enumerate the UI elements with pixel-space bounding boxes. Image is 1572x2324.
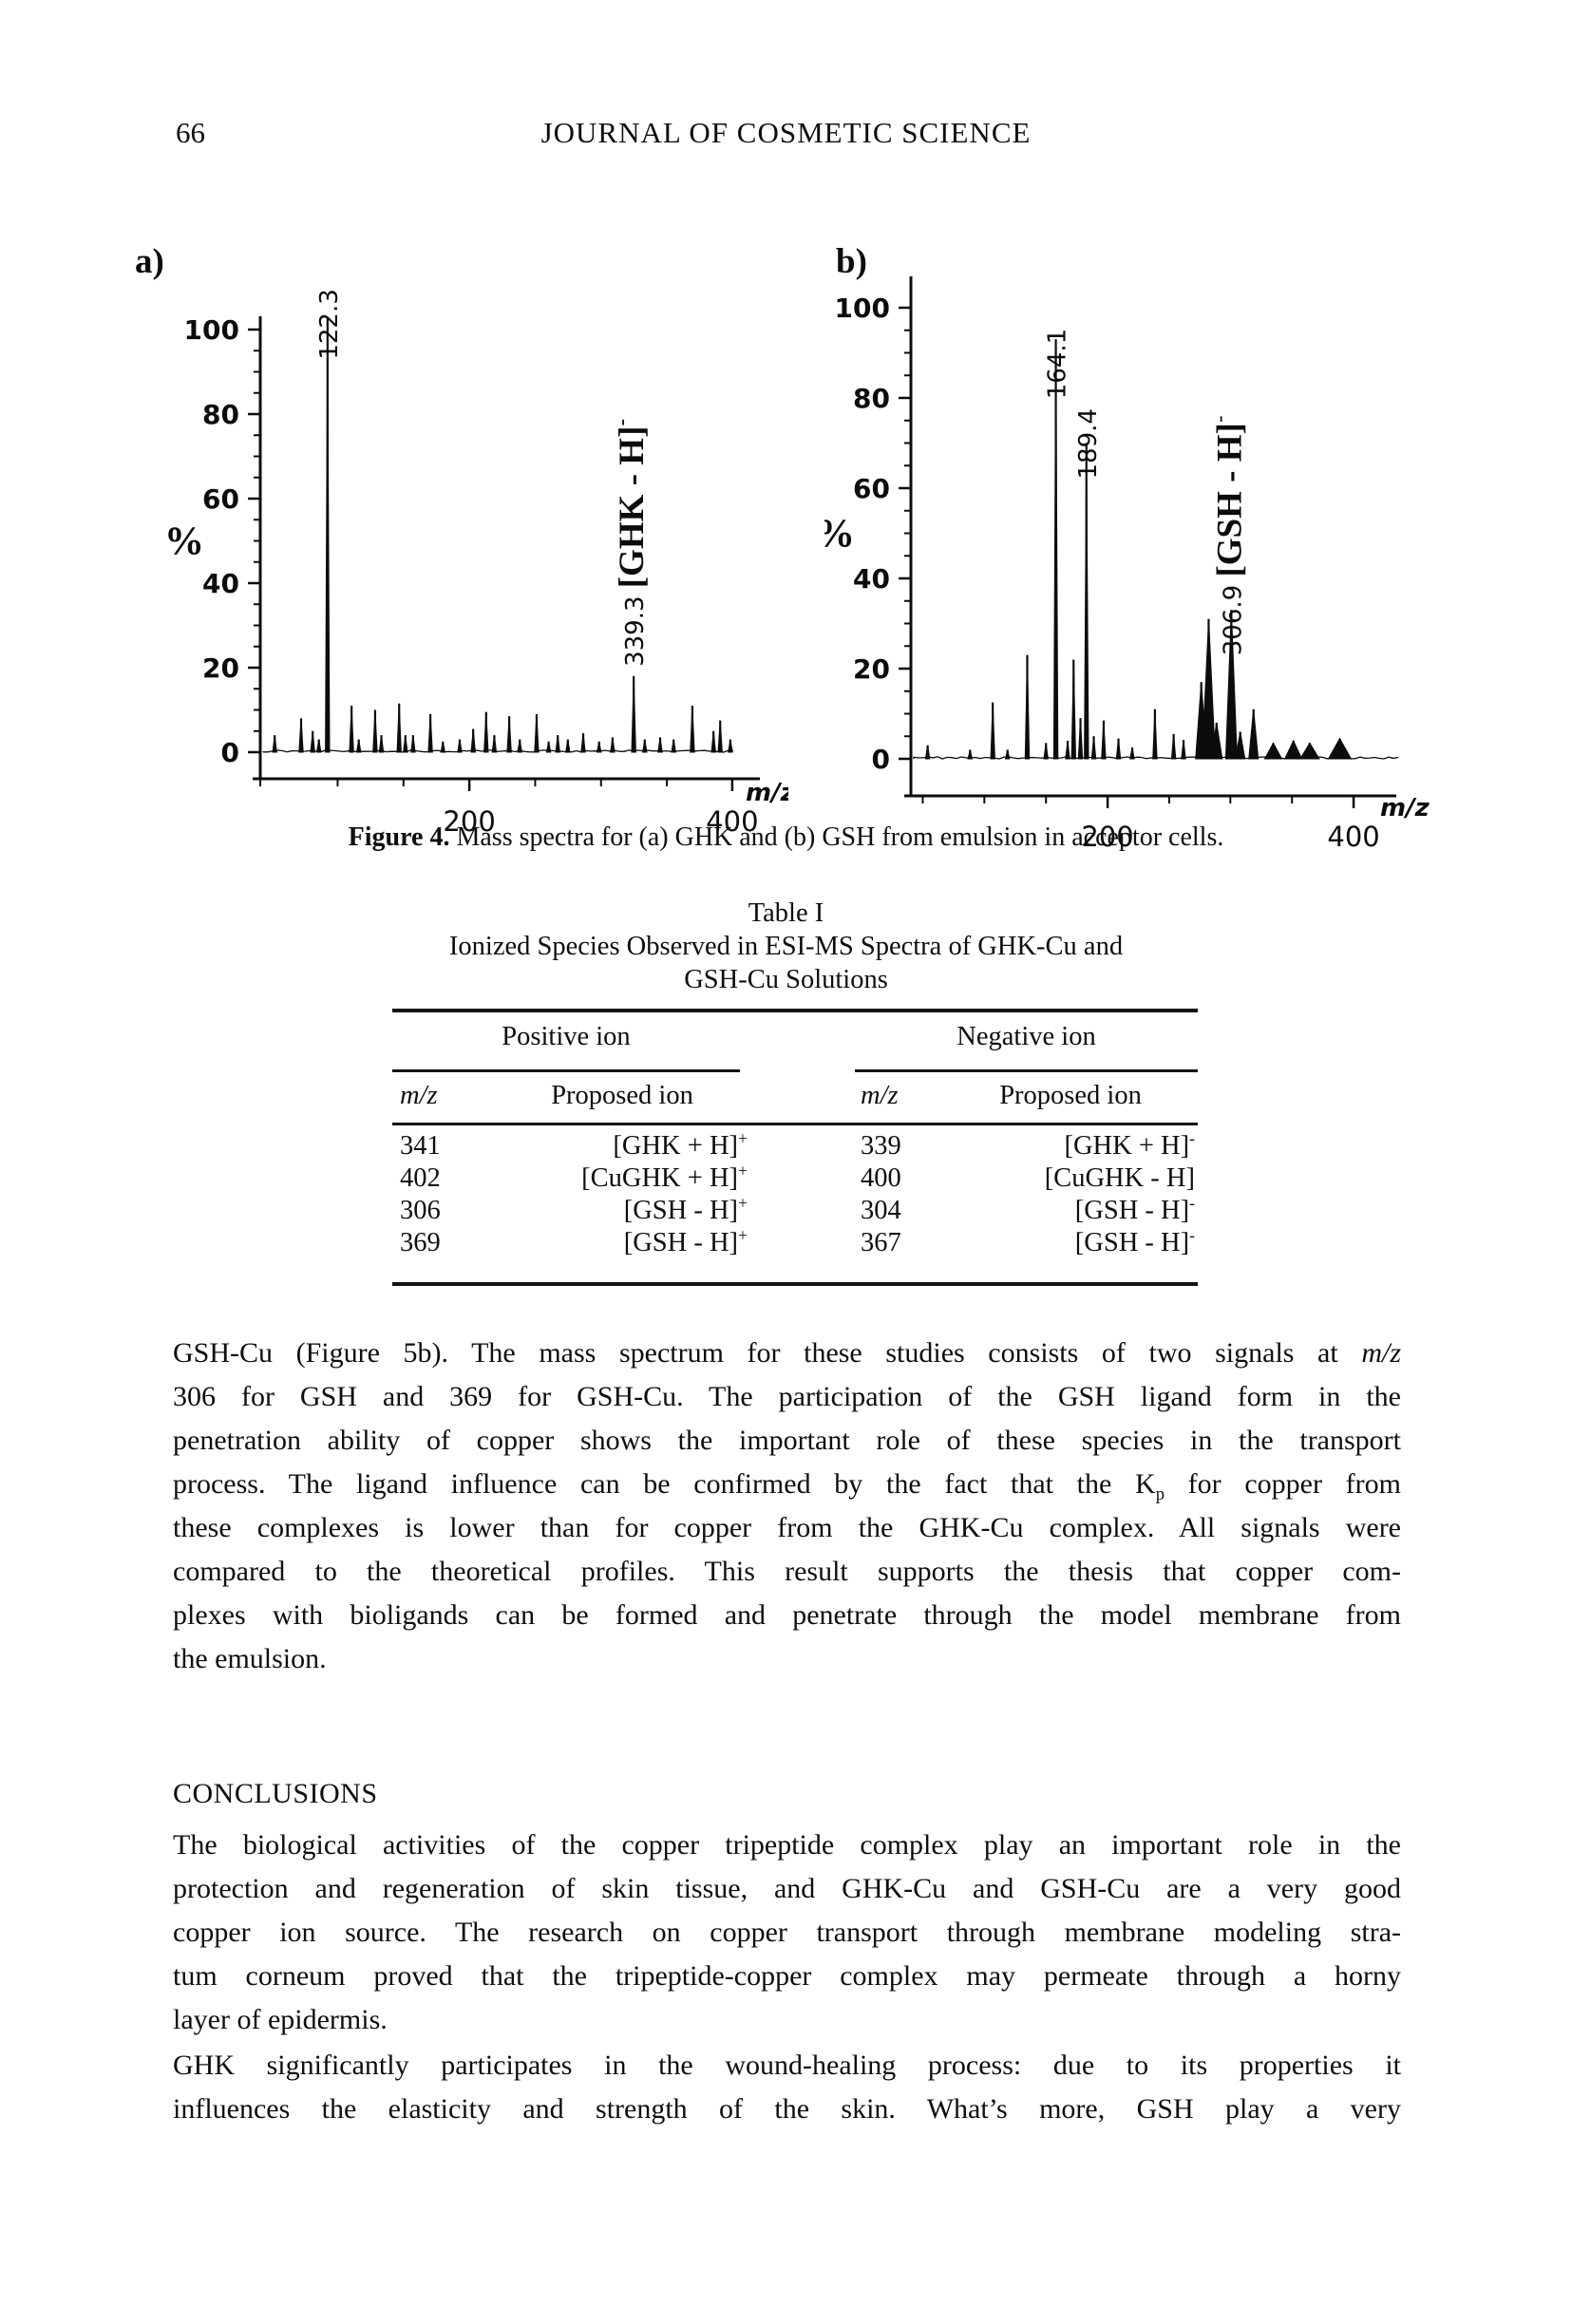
ion-species-table: Positive ion Negative ion m/z Proposed i… [392,1009,1198,1292]
table-cell: 400 [861,1163,901,1193]
text-line: these complexes is lower than for copper… [173,1512,1401,1543]
table-col-header-mz-neg: m/z [861,1081,899,1110]
table-cell: [CuGHK + H]+ [581,1161,748,1193]
table-header-rule [392,1123,1198,1125]
text-line: process. The ligand influence can be con… [173,1468,1401,1504]
y-tick-label: 60 [853,473,890,504]
y-tick-label: 60 [202,483,239,515]
figure-caption: Figure 4. Mass spectra for (a) GHK and (… [348,822,1224,852]
table-cell: [GSH - H]- [1074,1225,1195,1257]
table-col-header-ion-neg: Proposed ion [999,1081,1142,1110]
table-cell: 367 [861,1228,901,1257]
table-title-line2: Ionized Species Observed in ESI-MS Spect… [448,932,1124,961]
table-top-rule [392,1009,1198,1012]
table-cell: [GHK + H]+ [613,1128,748,1161]
peak-label: 164.1 [1044,329,1072,399]
text-line: the emulsion. [173,1643,327,1674]
text-line: influences the elasticity and strength o… [173,2093,1401,2125]
panel-label: a) [135,242,164,281]
x-axis-title: m/z [746,779,788,807]
table-cmidrule-right [855,1069,1198,1072]
table-cell: 306 [400,1196,441,1225]
y-tick-label: 80 [202,399,239,430]
y-tick-label: 100 [835,293,890,324]
text-line: GHK significantly participates in the wo… [173,2050,1401,2081]
spectrum-baseline [262,749,734,753]
table-title: Table I Ionized Species Observed in ESI-… [0,897,1572,996]
text-line: 306 for GSH and 369 for GSH-Cu. The part… [173,1381,1401,1412]
body-paragraph-3: GHK significantly participates in the wo… [173,2044,1401,2131]
table-cell: 339 [861,1131,901,1161]
text-line: protection and regeneration of skin tiss… [173,1873,1401,1904]
y-tick-label: 80 [853,383,890,414]
table-col-header-mz-pos: m/z [400,1081,438,1110]
y-axis-title: % [164,520,204,564]
y-axis-title: % [824,513,855,557]
table-title-line1: Table I [748,898,824,928]
text-line: penetration ability of copper shows the … [173,1425,1401,1456]
table-cell: 304 [861,1196,901,1225]
table-bottom-rule [392,1282,1198,1286]
text-line: tum corneum proved that the tripeptide-c… [173,1960,1401,1992]
page-number: 66 [176,116,205,149]
text-line: The biological activities of the copper … [173,1829,1401,1861]
table-row: 402 [CuGHK + H]+ 400 [CuGHK - H] [392,1162,1198,1195]
table-cell: [CuGHK - H] [1044,1163,1195,1193]
y-tick-label: 20 [853,653,890,685]
x-tick-label: 200 [1081,821,1133,853]
x-tick-label: 200 [443,805,495,838]
table-cell: 402 [400,1163,441,1193]
panel-label: b) [836,242,867,281]
text-line: plexes with bioligands can be formed and… [173,1599,1401,1631]
table-cell: 341 [400,1131,441,1161]
table-cell: [GSH - H]+ [623,1193,748,1225]
y-tick-label: 40 [202,568,239,599]
text-line: layer of epidermis. [173,2004,388,2035]
y-tick-label: 0 [221,737,239,768]
table-row: 306 [GSH - H]+ 304 [GSH - H]- [392,1195,1198,1227]
peak-label: 189.4 [1074,408,1103,479]
text-line: compared to the theoretical profiles. Th… [173,1556,1401,1587]
conclusions-heading: CONCLUSIONS [173,1778,378,1809]
table-group-header-positive: Positive ion [502,1022,631,1051]
table-cell: [GSH - H]+ [623,1225,748,1257]
table-row: 341 [GHK + H]+ 339 [GHK + H]- [392,1130,1198,1162]
table-group-header-negative: Negative ion [956,1022,1096,1051]
y-tick-label: 20 [202,652,239,684]
peak-label: 306.9 [GSH - H]- [1208,415,1249,655]
body-paragraph-1: GSH-Cu (Figure 5b). The mass spectrum fo… [173,1332,1401,1681]
table-cmidrule-left [392,1069,740,1072]
y-tick-label: 0 [872,744,890,775]
x-tick-label: 400 [1327,821,1379,853]
table-cell: [GSH - H]- [1074,1193,1195,1225]
text-line: copper ion source. The research on coppe… [173,1917,1401,1948]
table-title-line3: GSH-Cu Solutions [684,965,888,994]
x-tick-label: 400 [706,805,758,838]
table-col-header-ion-pos: Proposed ion [551,1081,693,1110]
table-cell: [GHK + H]- [1064,1128,1195,1161]
peak-label: 122.3 [315,289,344,359]
x-axis-title: m/z [1380,794,1430,822]
peak-label: 339.3 [GHK - H]- [611,419,652,667]
body-paragraph-2: The biological activities of the copper … [173,1823,1401,2042]
table-cell: 369 [400,1228,441,1257]
y-tick-label: 40 [853,563,890,595]
text-line: GSH-Cu (Figure 5b). The mass spectrum fo… [173,1337,1401,1369]
journal-title: JOURNAL OF COSMETIC SCIENCE [540,116,1032,149]
table-row: 369 [GSH - H]+ 367 [GSH - H]- [392,1227,1198,1259]
y-tick-label: 100 [184,314,239,346]
